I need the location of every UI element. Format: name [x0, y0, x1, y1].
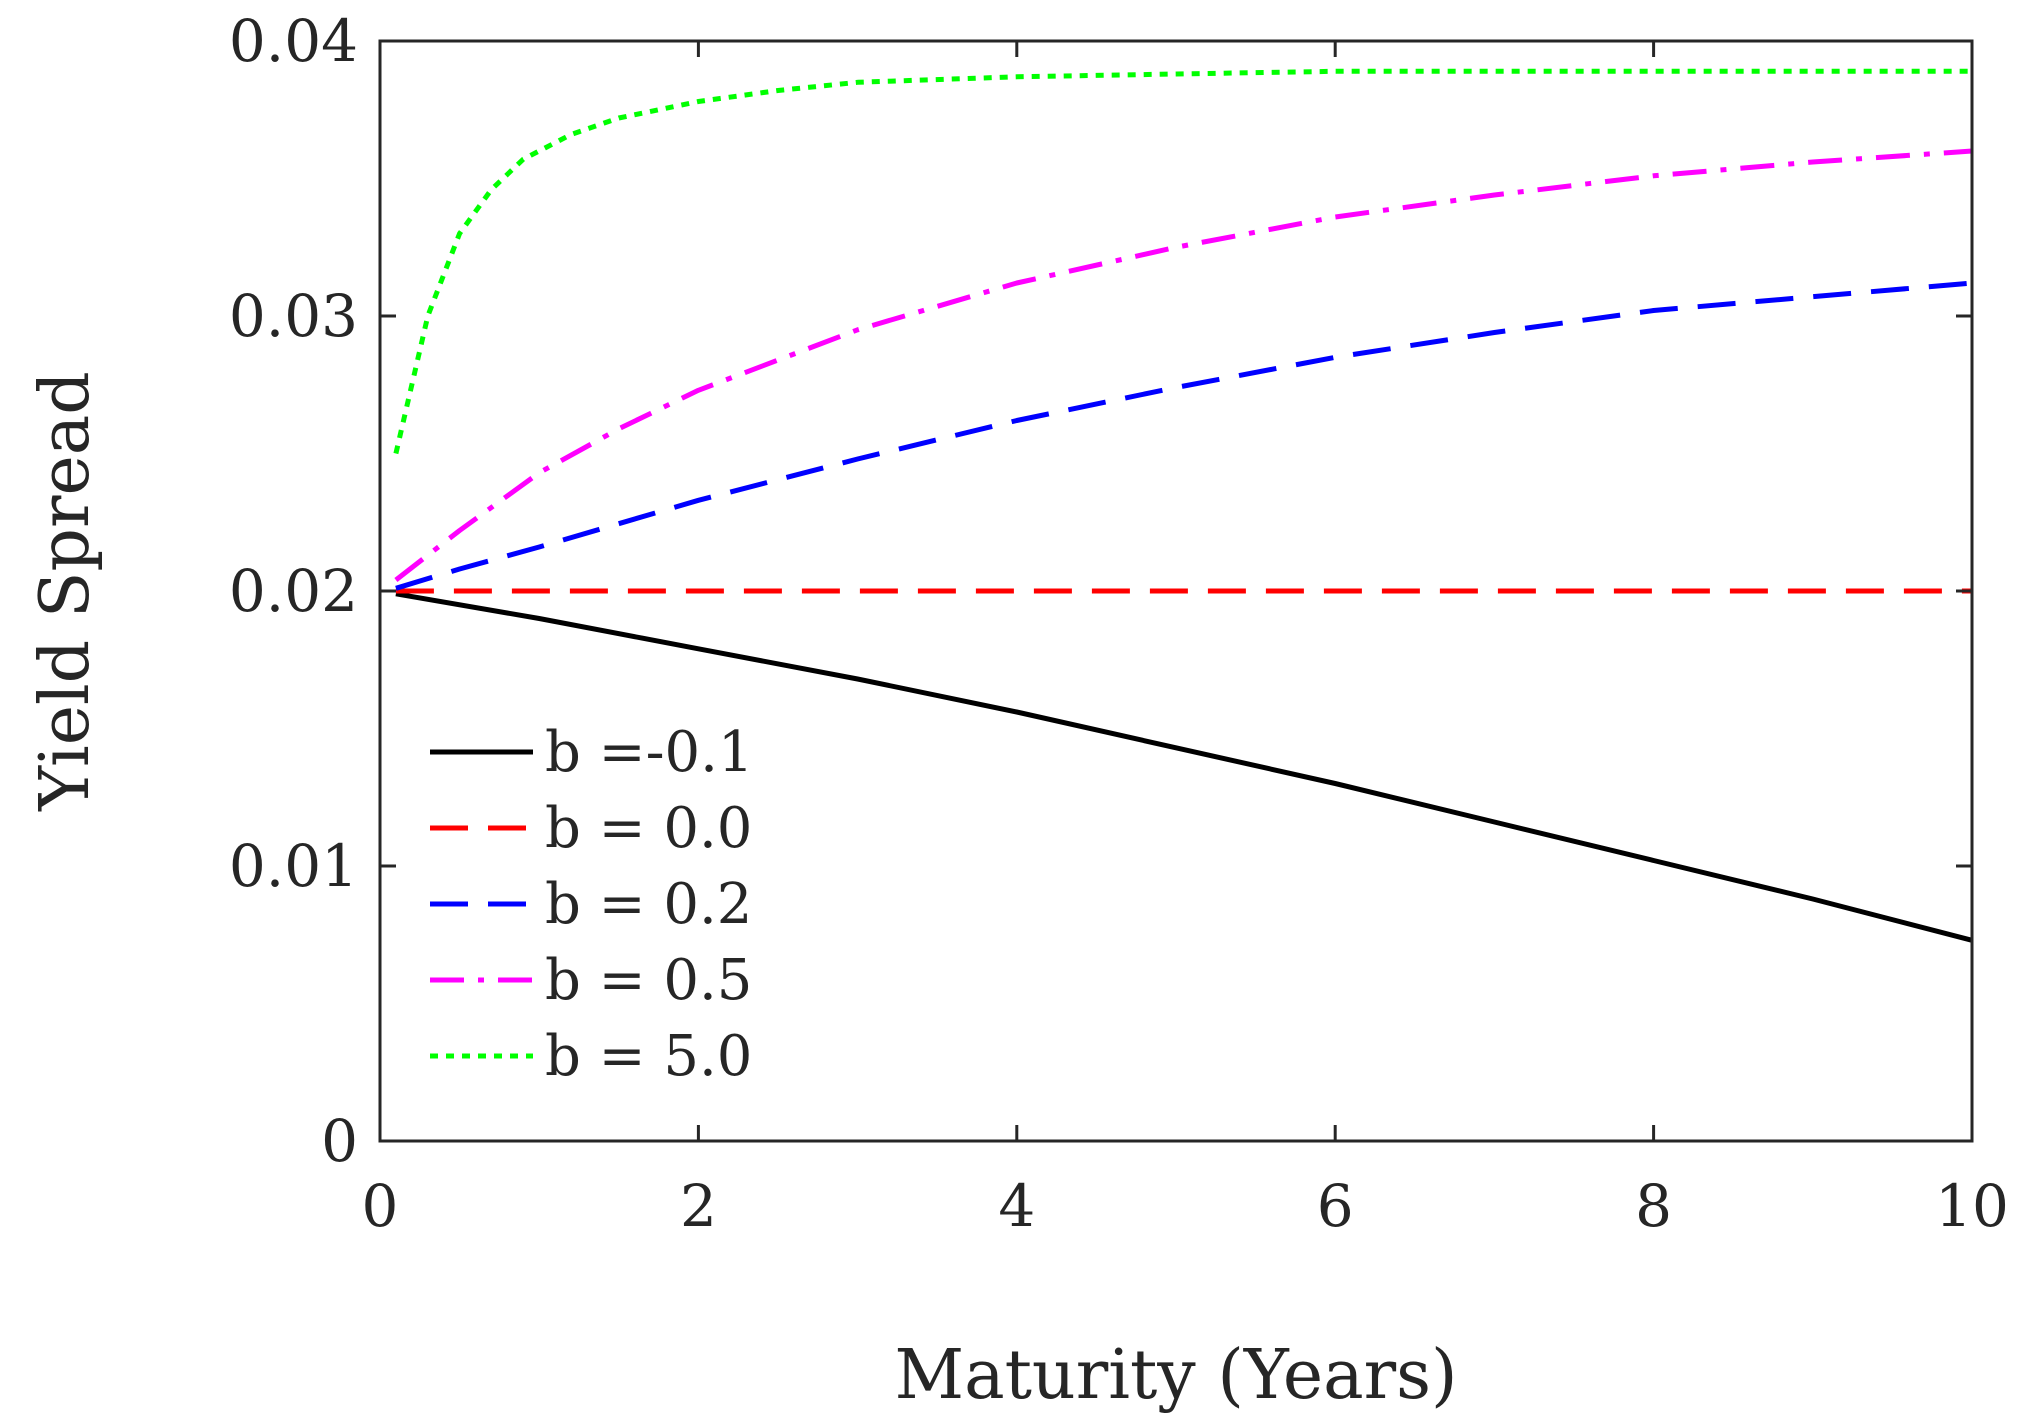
series-line-2	[396, 283, 1972, 588]
legend-label-2: b = 0.2	[545, 872, 752, 937]
legend-label-4: b = 5.0	[545, 1024, 752, 1089]
chart-container: 0 2 4 6 8 10 0 0.01 0.02 0.03 0.04 Maturity (Years…	[0, 0, 2029, 1423]
legend: b =-0.1 b = 0.0 b = 0.2 b = 0.5 b = 5.0	[430, 720, 754, 1089]
x-axis-title: Maturity (Years)	[894, 1336, 1457, 1415]
x-tick-label: 8	[1635, 1172, 1672, 1240]
x-tick-label: 4	[998, 1172, 1035, 1240]
line-chart: 0 2 4 6 8 10 0 0.01 0.02 0.03 0.04 Maturity (Years…	[0, 0, 2029, 1423]
x-tick-label: 2	[680, 1172, 717, 1240]
y-tick-label: 0.01	[229, 832, 358, 900]
y-axis-title: Yield Spread	[26, 371, 105, 812]
series-line-4	[396, 71, 1972, 453]
legend-label-1: b = 0.0	[545, 796, 752, 861]
y-tick-label: 0.02	[229, 557, 358, 625]
legend-label-0: b =-0.1	[545, 720, 754, 785]
series-line-3	[396, 151, 1972, 580]
y-tick-label: 0.04	[229, 7, 358, 75]
x-tick-label: 10	[1935, 1172, 2009, 1240]
legend-label-3: b = 0.5	[545, 948, 752, 1013]
y-tick-label: 0.03	[229, 282, 358, 350]
x-tick-label: 0	[362, 1172, 399, 1240]
y-tick-label: 0	[321, 1107, 358, 1175]
x-tick-label: 6	[1317, 1172, 1354, 1240]
